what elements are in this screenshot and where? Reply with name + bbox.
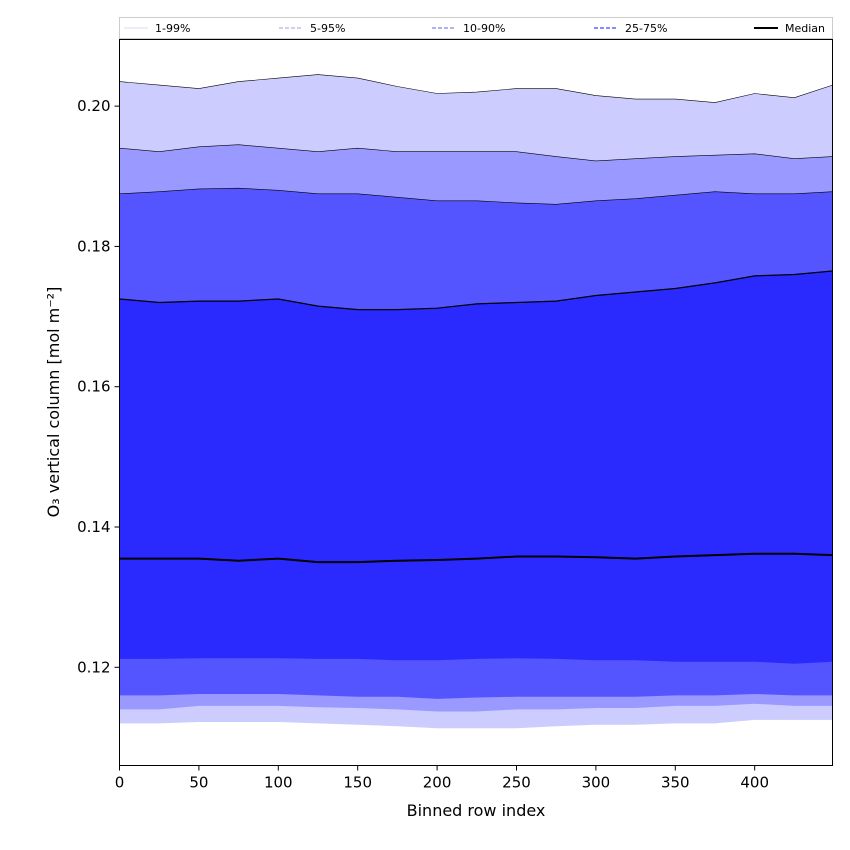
x-tick-label: 350 [661,774,690,792]
band-10-90-upper-line [119,187,833,205]
legend-label: 5-95% [310,22,345,35]
x-tick-label: 100 [264,774,293,792]
median-line [119,552,833,564]
x-axis-label: Binned row index [407,801,546,820]
y-tick-label: 0.20 [77,97,110,115]
legend-frame [119,17,833,39]
x-tick-label: 400 [740,774,769,792]
legend-label: 1-99% [155,22,190,35]
band-5-95-upper-line [119,144,833,162]
band-1-99-upper-line [119,74,833,103]
axis-ticks: 0 50 100 150 200 250 300 350 400 0.12 0.14 0.16 0.18… [77,97,769,791]
x-tick-label: 300 [582,774,611,792]
bands-layer [119,74,833,729]
plot-frame [119,39,833,766]
legend-label: Median [785,22,825,35]
legend-label: 10-90% [463,22,505,35]
x-tick-label: 200 [423,774,452,792]
y-tick-label: 0.12 [77,658,110,676]
x-tick-label: 150 [343,774,372,792]
legend: 1-99% 5-95% 10-90% 25-75% Median [119,17,833,39]
y-axis-label: O₃ vertical column [mol m⁻²] [44,287,63,518]
band-25-75-upper-line [119,270,833,311]
y-tick-label: 0.16 [77,378,110,396]
x-tick-label: 250 [502,774,531,792]
y-tick-label: 0.14 [77,518,110,536]
legend-label: 25-75% [625,22,667,35]
band-25-75 [119,271,833,664]
x-tick-label: 0 [115,774,125,792]
y-tick-label: 0.18 [77,237,110,255]
x-tick-label: 50 [189,774,208,792]
